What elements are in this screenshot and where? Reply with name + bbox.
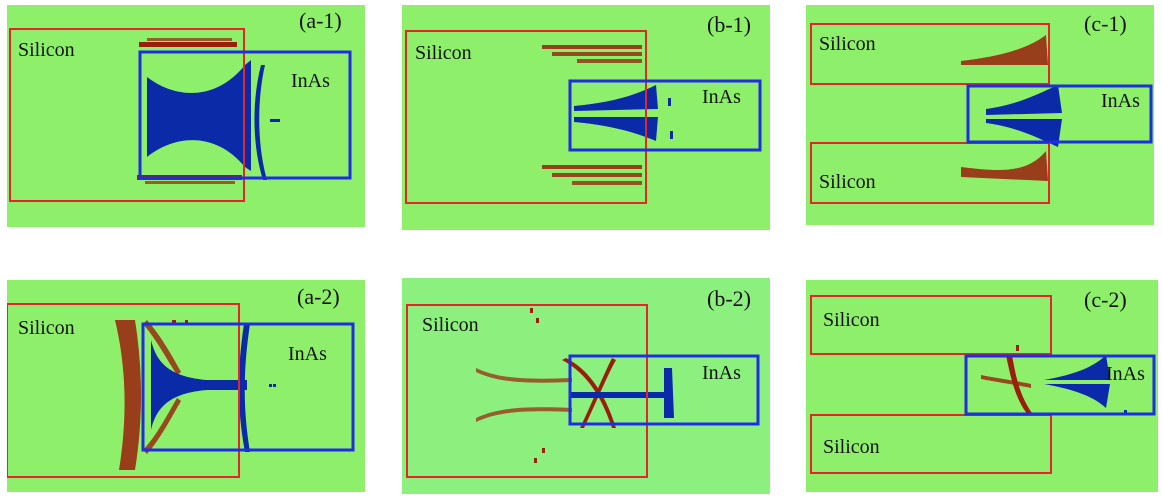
panel-c1-graphic bbox=[810, 23, 1153, 204]
panel-label: (b-1) bbox=[707, 12, 751, 37]
inas-label: InAs bbox=[291, 70, 330, 92]
inas-label: InAs bbox=[702, 86, 741, 108]
silicon-bottom-region-box bbox=[810, 414, 1052, 474]
silicon-label: Silicon bbox=[422, 314, 479, 336]
panel-label: (a-1) bbox=[299, 8, 342, 33]
panel-b2-graphic bbox=[406, 304, 760, 478]
panel-a2: (a-2) Silicon InAs bbox=[7, 280, 365, 492]
inas-label: InAs bbox=[1106, 363, 1145, 385]
silicon-region-box bbox=[406, 304, 648, 478]
panel-a2-graphic bbox=[7, 303, 355, 478]
panel-a1-graphic bbox=[9, 28, 352, 202]
silicon-label: Silicon bbox=[18, 317, 75, 339]
panel-c2-graphic bbox=[810, 295, 1156, 474]
inas-region-box bbox=[141, 322, 355, 452]
panel-label: (c-2) bbox=[1084, 287, 1127, 312]
silicon-region-box bbox=[405, 30, 647, 204]
silicon-defects bbox=[961, 35, 1048, 181]
silicon-region-box bbox=[9, 28, 245, 202]
inas-region-box bbox=[964, 354, 1156, 416]
panel-b1-graphic bbox=[405, 30, 762, 204]
inas-defects bbox=[570, 368, 674, 418]
inas-region-box bbox=[966, 84, 1153, 144]
silicon-top-region-box bbox=[810, 295, 1052, 355]
panel-a1: (a-1) Silicon InAs bbox=[7, 5, 365, 227]
inas-label: InAs bbox=[1101, 90, 1140, 112]
silicon-top-label: Silicon bbox=[823, 309, 880, 331]
panel-label: (a-2) bbox=[297, 284, 340, 309]
inas-defects bbox=[151, 324, 276, 452]
panel-c1: (c-1) Silicon Silicon InAs bbox=[806, 5, 1154, 225]
silicon-label: Silicon bbox=[18, 39, 75, 61]
silicon-defects bbox=[476, 308, 616, 463]
inas-region-box bbox=[568, 354, 760, 426]
silicon-defects bbox=[981, 345, 1032, 415]
panel-b2: (b-2) Silicon InAs bbox=[402, 278, 770, 494]
silicon-bottom-region-box bbox=[810, 142, 1050, 204]
inas-region-box bbox=[568, 79, 762, 152]
panel-label: (c-1) bbox=[1084, 11, 1127, 36]
inas-label: InAs bbox=[702, 362, 741, 384]
silicon-top-label: Silicon bbox=[819, 33, 876, 55]
panel-b1: (b-1) Silicon InAs bbox=[402, 5, 770, 230]
silicon-bottom-label: Silicon bbox=[823, 436, 880, 458]
inas-defects bbox=[574, 85, 673, 141]
silicon-defects bbox=[115, 320, 188, 470]
inas-defects bbox=[1044, 355, 1127, 413]
inas-defects bbox=[986, 85, 1062, 147]
inas-label: InAs bbox=[288, 343, 327, 365]
silicon-label: Silicon bbox=[415, 42, 472, 64]
silicon-bottom-label: Silicon bbox=[819, 171, 876, 193]
panel-label: (b-2) bbox=[707, 286, 751, 311]
inas-defects bbox=[147, 60, 280, 180]
silicon-region-box bbox=[7, 303, 240, 478]
silicon-top-region-box bbox=[810, 23, 1050, 85]
silicon-defects bbox=[542, 45, 642, 185]
inas-region-box bbox=[138, 50, 352, 180]
panel-c2: (c-2) Silicon Silicon InAs bbox=[806, 280, 1158, 492]
